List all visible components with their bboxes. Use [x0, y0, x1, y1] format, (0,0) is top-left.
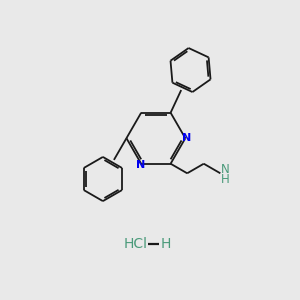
- Text: N: N: [136, 160, 145, 170]
- Text: N: N: [182, 133, 191, 143]
- Text: N: N: [221, 163, 230, 176]
- Text: H: H: [161, 237, 171, 251]
- Text: H: H: [221, 173, 230, 186]
- Text: HCl: HCl: [123, 237, 147, 251]
